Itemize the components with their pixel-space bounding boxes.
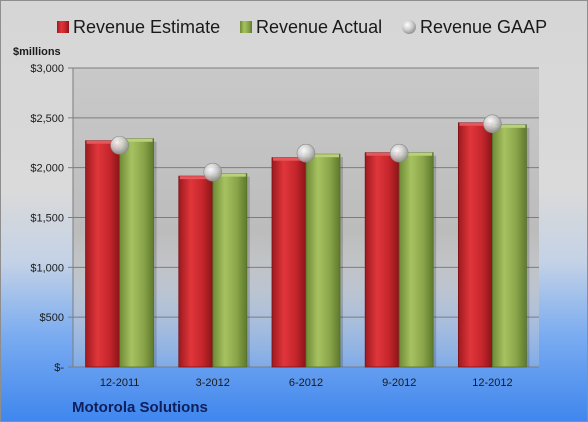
marker-revenue-gaap — [296, 143, 316, 163]
x-tick-label: 12-2012 — [472, 377, 512, 389]
bar-top-highlight — [400, 152, 433, 156]
bar-top-highlight — [213, 173, 246, 177]
legend-swatch-actual — [240, 21, 252, 33]
marker-revenue-gaap — [389, 143, 409, 163]
marker-revenue-gaap — [203, 162, 223, 182]
bar-revenue-estimate — [178, 175, 214, 368]
bars — [85, 122, 530, 368]
bar-top-highlight — [86, 140, 119, 144]
bar-revenue-actual — [212, 173, 248, 368]
y-tick-label: $2,000 — [30, 163, 64, 175]
y-tick-label: $1,000 — [30, 262, 64, 274]
bar-revenue-estimate — [85, 140, 120, 368]
bar-top-highlight — [493, 124, 526, 128]
x-tick-label: 9-2012 — [382, 377, 416, 389]
y-tick-label: $- — [54, 362, 64, 374]
bar-top-highlight — [120, 138, 153, 142]
bar-revenue-actual — [305, 153, 341, 368]
bar-revenue-actual — [398, 152, 434, 368]
x-tick-label: 3-2012 — [196, 377, 230, 389]
bar-top-highlight — [307, 154, 339, 158]
bar-top-highlight — [366, 152, 399, 156]
y-tick-label: $500 — [40, 312, 64, 324]
y-unit-label: $millions — [13, 46, 61, 58]
bar-revenue-estimate — [271, 157, 307, 368]
bar-top-highlight — [273, 157, 305, 161]
legend-label-estimate: Revenue Estimate — [73, 17, 220, 37]
legend-label-gaap: Revenue GAAP — [420, 17, 547, 37]
y-tick-label: $3,000 — [30, 63, 64, 75]
y-axis-ticks: $- $500 $1,000 $1,500 $2,000 $2,500 $3,000 — [30, 63, 64, 374]
legend-swatch-gaap — [402, 20, 416, 34]
marker-revenue-gaap — [110, 135, 129, 155]
legend-swatch-estimate — [57, 21, 69, 33]
legend: Revenue Estimate Revenue Actual Revenue … — [57, 17, 547, 37]
bar-revenue-estimate — [364, 152, 400, 368]
marker-revenue-gaap — [483, 114, 502, 134]
company-name: Motorola Solutions — [72, 399, 208, 416]
y-tick-label: $1,500 — [30, 213, 64, 225]
x-axis-ticks: 12-2011 3-2012 6-2012 9-2012 12-2012 — [100, 377, 513, 389]
x-tick-label: 12-2011 — [100, 377, 140, 389]
bar-revenue-actual — [491, 124, 527, 368]
legend-label-actual: Revenue Actual — [256, 17, 382, 37]
bar-revenue-actual — [119, 138, 154, 368]
bar-top-highlight — [459, 122, 492, 126]
gaap-markers — [110, 114, 502, 182]
y-tick-label: $2,500 — [30, 113, 64, 125]
bar-top-highlight — [179, 176, 212, 180]
bar-revenue-estimate — [457, 122, 493, 368]
x-tick-label: 6-2012 — [289, 377, 323, 389]
